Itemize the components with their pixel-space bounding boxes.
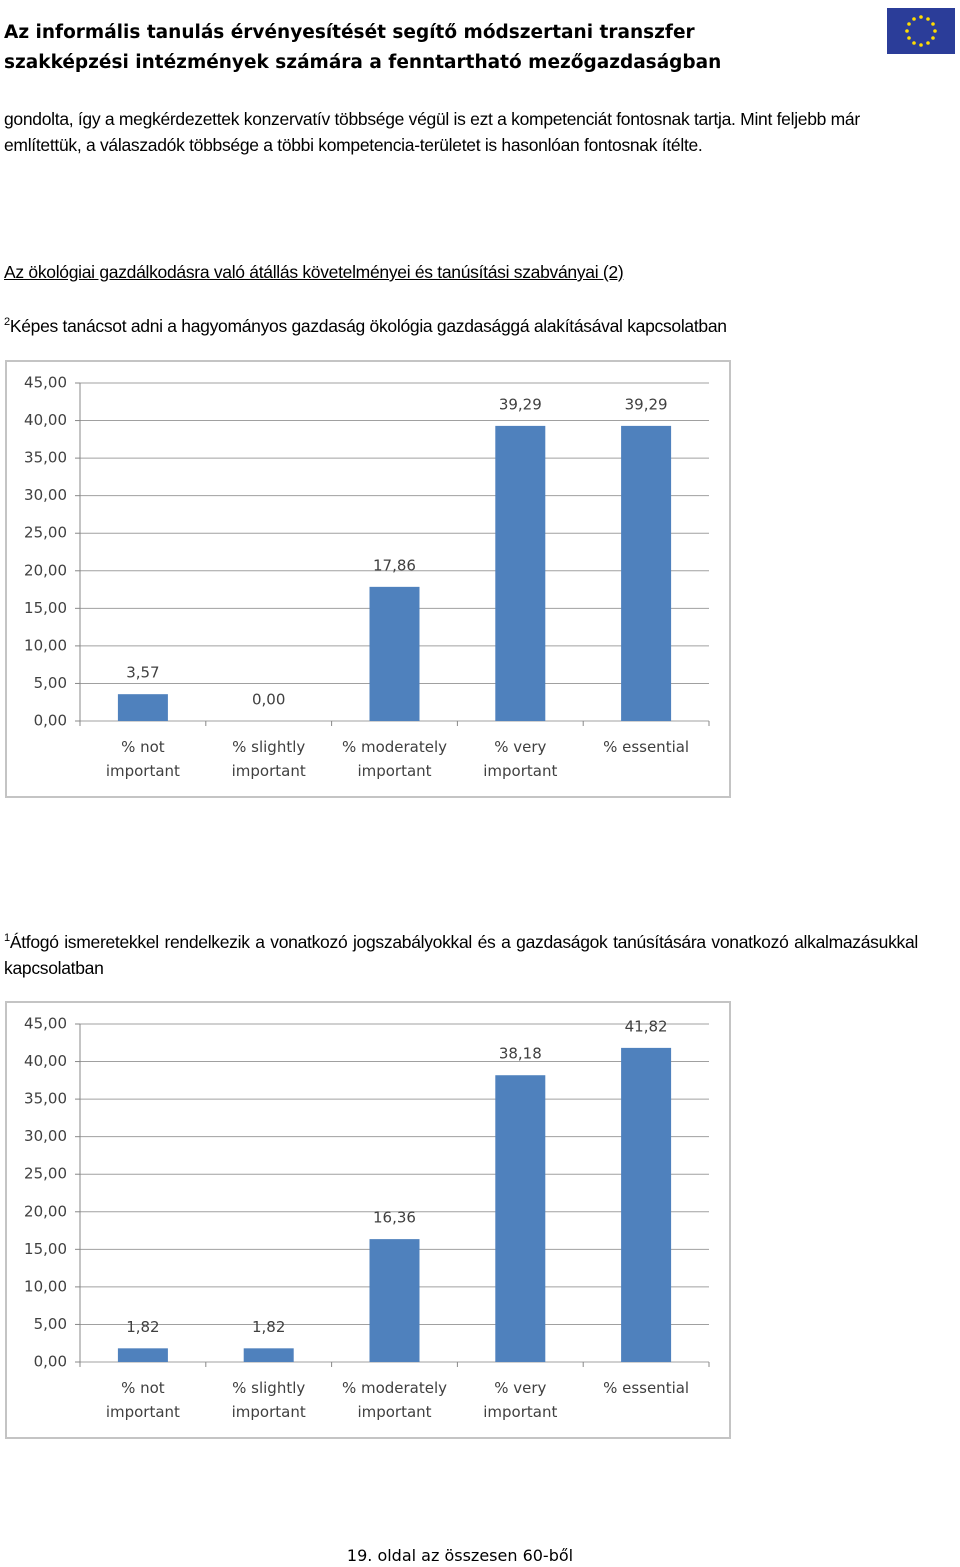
- bar: [117, 1348, 168, 1362]
- x-tick-label: % essential: [603, 738, 690, 756]
- paragraph: gondolta, így a megkérdezettek konzervat…: [4, 109, 860, 155]
- header-title: Az informális tanulás érvényesítését seg…: [4, 22, 722, 73]
- value-label: 39,29: [625, 395, 668, 413]
- y-tick-label: 40,00: [24, 411, 67, 429]
- value-label: 0,00: [252, 691, 285, 709]
- value-label: 3,57: [126, 664, 159, 682]
- y-tick-label: 0,00: [34, 712, 67, 730]
- chart: 0,00 5,00 10,00 15,00 20,00 25,00 30,00 35,00 40…: [5, 360, 731, 798]
- y-tick-label: 10,00: [24, 1277, 67, 1295]
- x-tick-label: % moderately important: [341, 738, 448, 780]
- y-tick-label: 20,00: [24, 1202, 67, 1220]
- value-label: 41,82: [625, 1017, 668, 1035]
- caption: 2Képes tanácsot adni a hagyományos gazda…: [4, 309, 918, 339]
- y-tick-label: 10,00: [24, 636, 67, 654]
- bar: [369, 1239, 420, 1362]
- value-label: 39,29: [499, 395, 542, 413]
- y-tick-label: 45,00: [24, 1015, 67, 1033]
- y-tick-label: 5,00: [34, 674, 67, 692]
- bar: [369, 586, 420, 721]
- section-heading: Az ökológiai gazdálkodásra való átállás …: [4, 262, 624, 282]
- bar: [117, 694, 168, 721]
- footnote-marker: 1: [4, 932, 10, 944]
- value-label: 38,18: [499, 1045, 542, 1063]
- x-tick-label: % not important: [105, 1379, 180, 1421]
- value-label: 1,82: [126, 1318, 159, 1336]
- x-tick-label: % slightly important: [231, 1379, 306, 1421]
- bar: [621, 425, 672, 721]
- y-tick-label: 25,00: [24, 1165, 67, 1183]
- y-tick-label: 15,00: [24, 1240, 67, 1258]
- y-tick-label: 45,00: [24, 374, 67, 392]
- x-tick-label: % slightly important: [231, 738, 306, 780]
- footnote-marker: 2: [4, 316, 10, 328]
- caption-text: Képes tanácsot adni a hagyományos gazdas…: [9, 315, 727, 336]
- page-number: 19. oldal az összesen 60-ből: [346, 1546, 574, 1565]
- x-tick-label: % very important: [483, 738, 558, 780]
- y-tick-label: 20,00: [24, 561, 67, 579]
- bar: [495, 425, 546, 721]
- bar: [243, 1348, 294, 1362]
- bar: [495, 1075, 546, 1362]
- caption-text: Átfogó ismeretekkel rendelkezik a vonatk…: [4, 931, 918, 978]
- x-tick-label: % very important: [483, 1379, 558, 1421]
- x-tick-label: % essential: [603, 1379, 690, 1397]
- bar: [621, 1047, 672, 1362]
- y-tick-label: 25,00: [24, 524, 67, 542]
- eu-flag: [887, 8, 955, 54]
- y-tick-label: 0,00: [34, 1353, 67, 1371]
- y-tick-label: 30,00: [24, 1127, 67, 1145]
- y-tick-label: 35,00: [24, 1090, 67, 1108]
- x-tick-label: % moderately important: [341, 1379, 448, 1421]
- x-tick-label: % not important: [105, 738, 180, 780]
- y-tick-label: 30,00: [24, 486, 67, 504]
- value-label: 1,82: [252, 1318, 285, 1336]
- caption: 1Átfogó ismeretekkel rendelkezik a vonat…: [4, 925, 918, 981]
- value-label: 16,36: [373, 1209, 416, 1227]
- y-tick-label: 40,00: [24, 1052, 67, 1070]
- chart: 0,00 5,00 10,00 15,00 20,00 25,00 30,00 35,00 40…: [5, 1001, 731, 1439]
- plot: 0,00 5,00 10,00 15,00 20,00 25,00 30,00 35,00 40…: [24, 374, 710, 730]
- y-tick-label: 15,00: [24, 599, 67, 617]
- y-tick-label: 5,00: [34, 1315, 67, 1333]
- y-tick-label: 35,00: [24, 449, 67, 467]
- plot: 0,00 5,00 10,00 15,00 20,00 25,00 30,00 35,00 40…: [24, 1015, 710, 1371]
- value-label: 17,86: [373, 556, 416, 574]
